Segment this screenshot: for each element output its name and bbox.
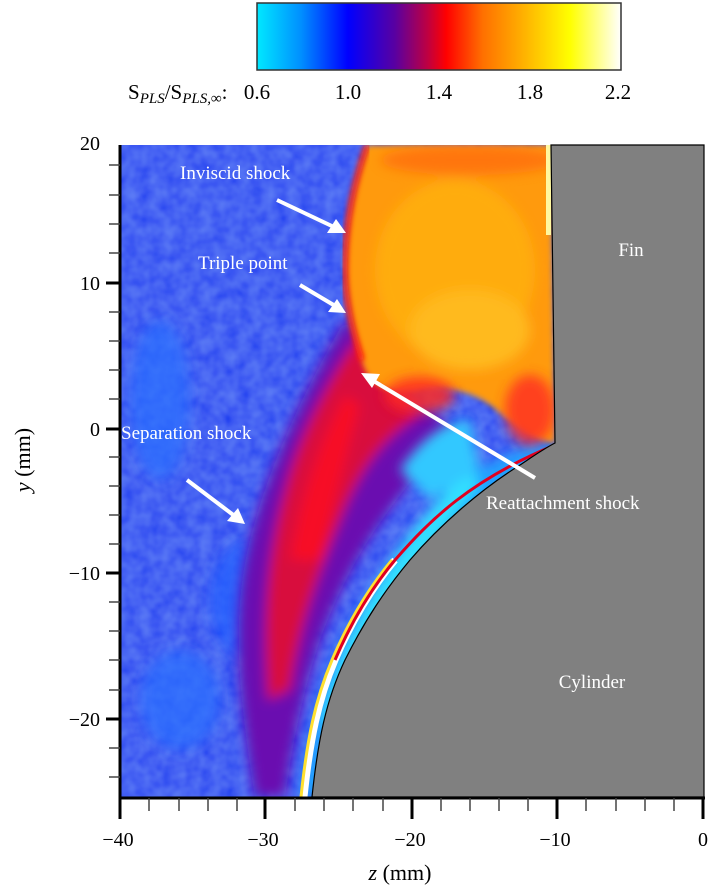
annotations: Inviscid shock Triple point Separation s… (121, 163, 640, 524)
colorbar-tick-label: 0.6 (244, 80, 270, 104)
y-minor-ticks (109, 164, 120, 778)
inviscid-shock-label: Inviscid shock (180, 163, 291, 184)
colorbar: SPLS/SPLS,∞: 0.6 1.0 1.4 1.8 2.2 (128, 2, 631, 107)
reattachment-shock-label: Reattachment shock (486, 493, 640, 514)
colorbar-tick-label: 1.8 (517, 80, 543, 104)
x-minor-ticks (148, 798, 675, 811)
colorbar-title: SPLS/SPLS,∞: (128, 80, 228, 107)
y-tick-label: 0 (90, 419, 100, 441)
y-tick-label: −20 (69, 709, 100, 731)
arrow-head-icon (227, 508, 245, 524)
triple-point-label: Triple point (198, 253, 288, 274)
colorbar-tick-label: 1.4 (426, 80, 453, 104)
colorbar-gradient (256, 2, 622, 71)
x-tick-label: −20 (394, 829, 425, 851)
colorbar-tick-label: 1.0 (335, 80, 361, 104)
y-tick-label: 10 (80, 273, 100, 295)
y-tick-label: 20 (80, 133, 100, 155)
separation-shock-label: Separation shock (121, 423, 252, 444)
solid-bodies: Fin Cylinder (311, 144, 705, 798)
fin-label: Fin (618, 240, 644, 261)
x-major-ticks (118, 798, 705, 819)
y-major-ticks (106, 281, 120, 721)
fin-and-cylinder-body (311, 144, 705, 798)
x-tick-label: 0 (698, 829, 708, 851)
x-axis-title: z (mm) (368, 860, 432, 885)
arrow-head-icon (361, 373, 380, 388)
colorbar-tick-label: 2.2 (605, 80, 631, 104)
y-tick-label: −10 (69, 563, 100, 585)
cylinder-label: Cylinder (559, 672, 626, 693)
axes: 20 10 0 −10 −20 −40 −30 −20 −10 0 z (mm)… (10, 133, 708, 885)
x-tick-label: −30 (247, 829, 278, 851)
arrow-head-icon (328, 299, 346, 313)
y-axis-title: y (mm) (10, 428, 35, 494)
x-tick-label: −40 (102, 829, 133, 851)
arrow-head-icon (327, 219, 346, 233)
x-tick-label: −10 (539, 829, 570, 851)
